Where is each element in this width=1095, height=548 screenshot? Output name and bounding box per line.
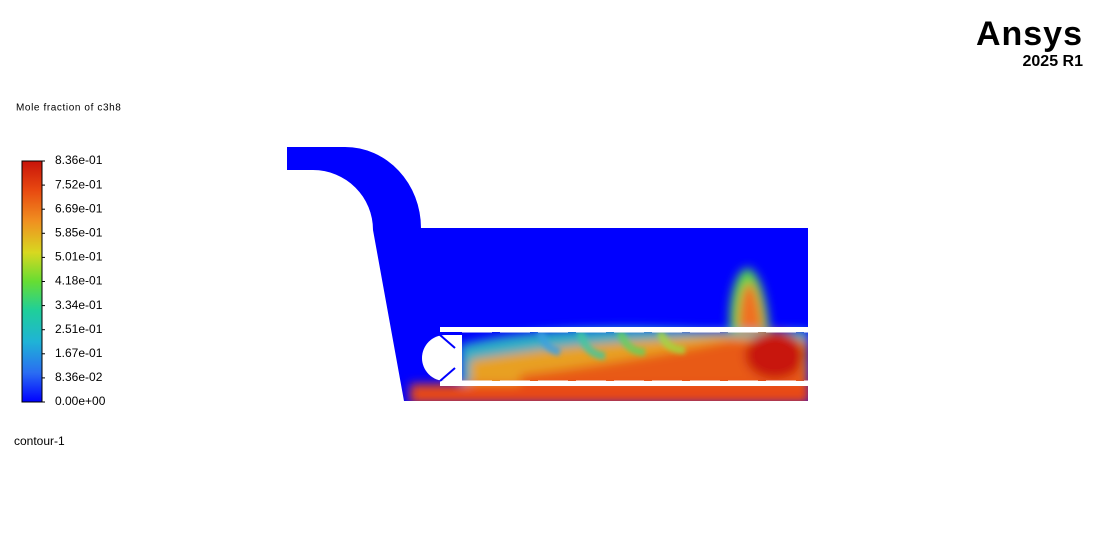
contour bbox=[287, 147, 808, 401]
dashes bbox=[462, 327, 808, 386]
colorbar-label: 8.36e-02 bbox=[55, 370, 103, 384]
colorbar-label: 8.36e-01 bbox=[55, 153, 103, 167]
colorbar-label: 3.34e-01 bbox=[55, 298, 103, 312]
colorbar-label: 5.01e-01 bbox=[55, 250, 103, 264]
version: 2025 R1 bbox=[1023, 53, 1084, 70]
colorbar-label: 4.18e-01 bbox=[55, 274, 103, 288]
view-name: contour-1 bbox=[14, 434, 65, 448]
colorbar-label: 2.51e-01 bbox=[55, 322, 103, 336]
colorbar-label: 6.69e-01 bbox=[55, 201, 103, 215]
colorbar-label: 5.85e-01 bbox=[55, 225, 103, 239]
color-scale bbox=[21, 160, 43, 403]
colorbar: Mole fraction of c3h8 8.36e-01 7.52e-01 6.… bbox=[16, 103, 121, 409]
logo: Ansys 2025 R1 bbox=[976, 15, 1083, 70]
colorbar-label: 7.52e-01 bbox=[55, 177, 103, 191]
colorbar-label: 0.00e+00 bbox=[55, 394, 106, 408]
brand: Ansys bbox=[976, 15, 1083, 53]
colorbar-label: 1.67e-01 bbox=[55, 346, 103, 360]
colorbar-title: Mole fraction of c3h8 bbox=[16, 103, 121, 114]
